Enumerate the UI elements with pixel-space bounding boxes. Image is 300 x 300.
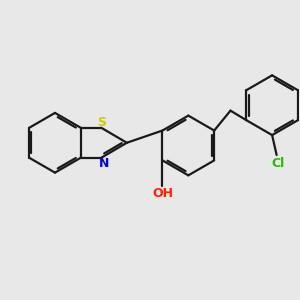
Text: Cl: Cl: [271, 157, 284, 169]
Text: N: N: [99, 157, 109, 169]
Text: OH: OH: [152, 188, 173, 200]
Text: S: S: [97, 116, 106, 129]
